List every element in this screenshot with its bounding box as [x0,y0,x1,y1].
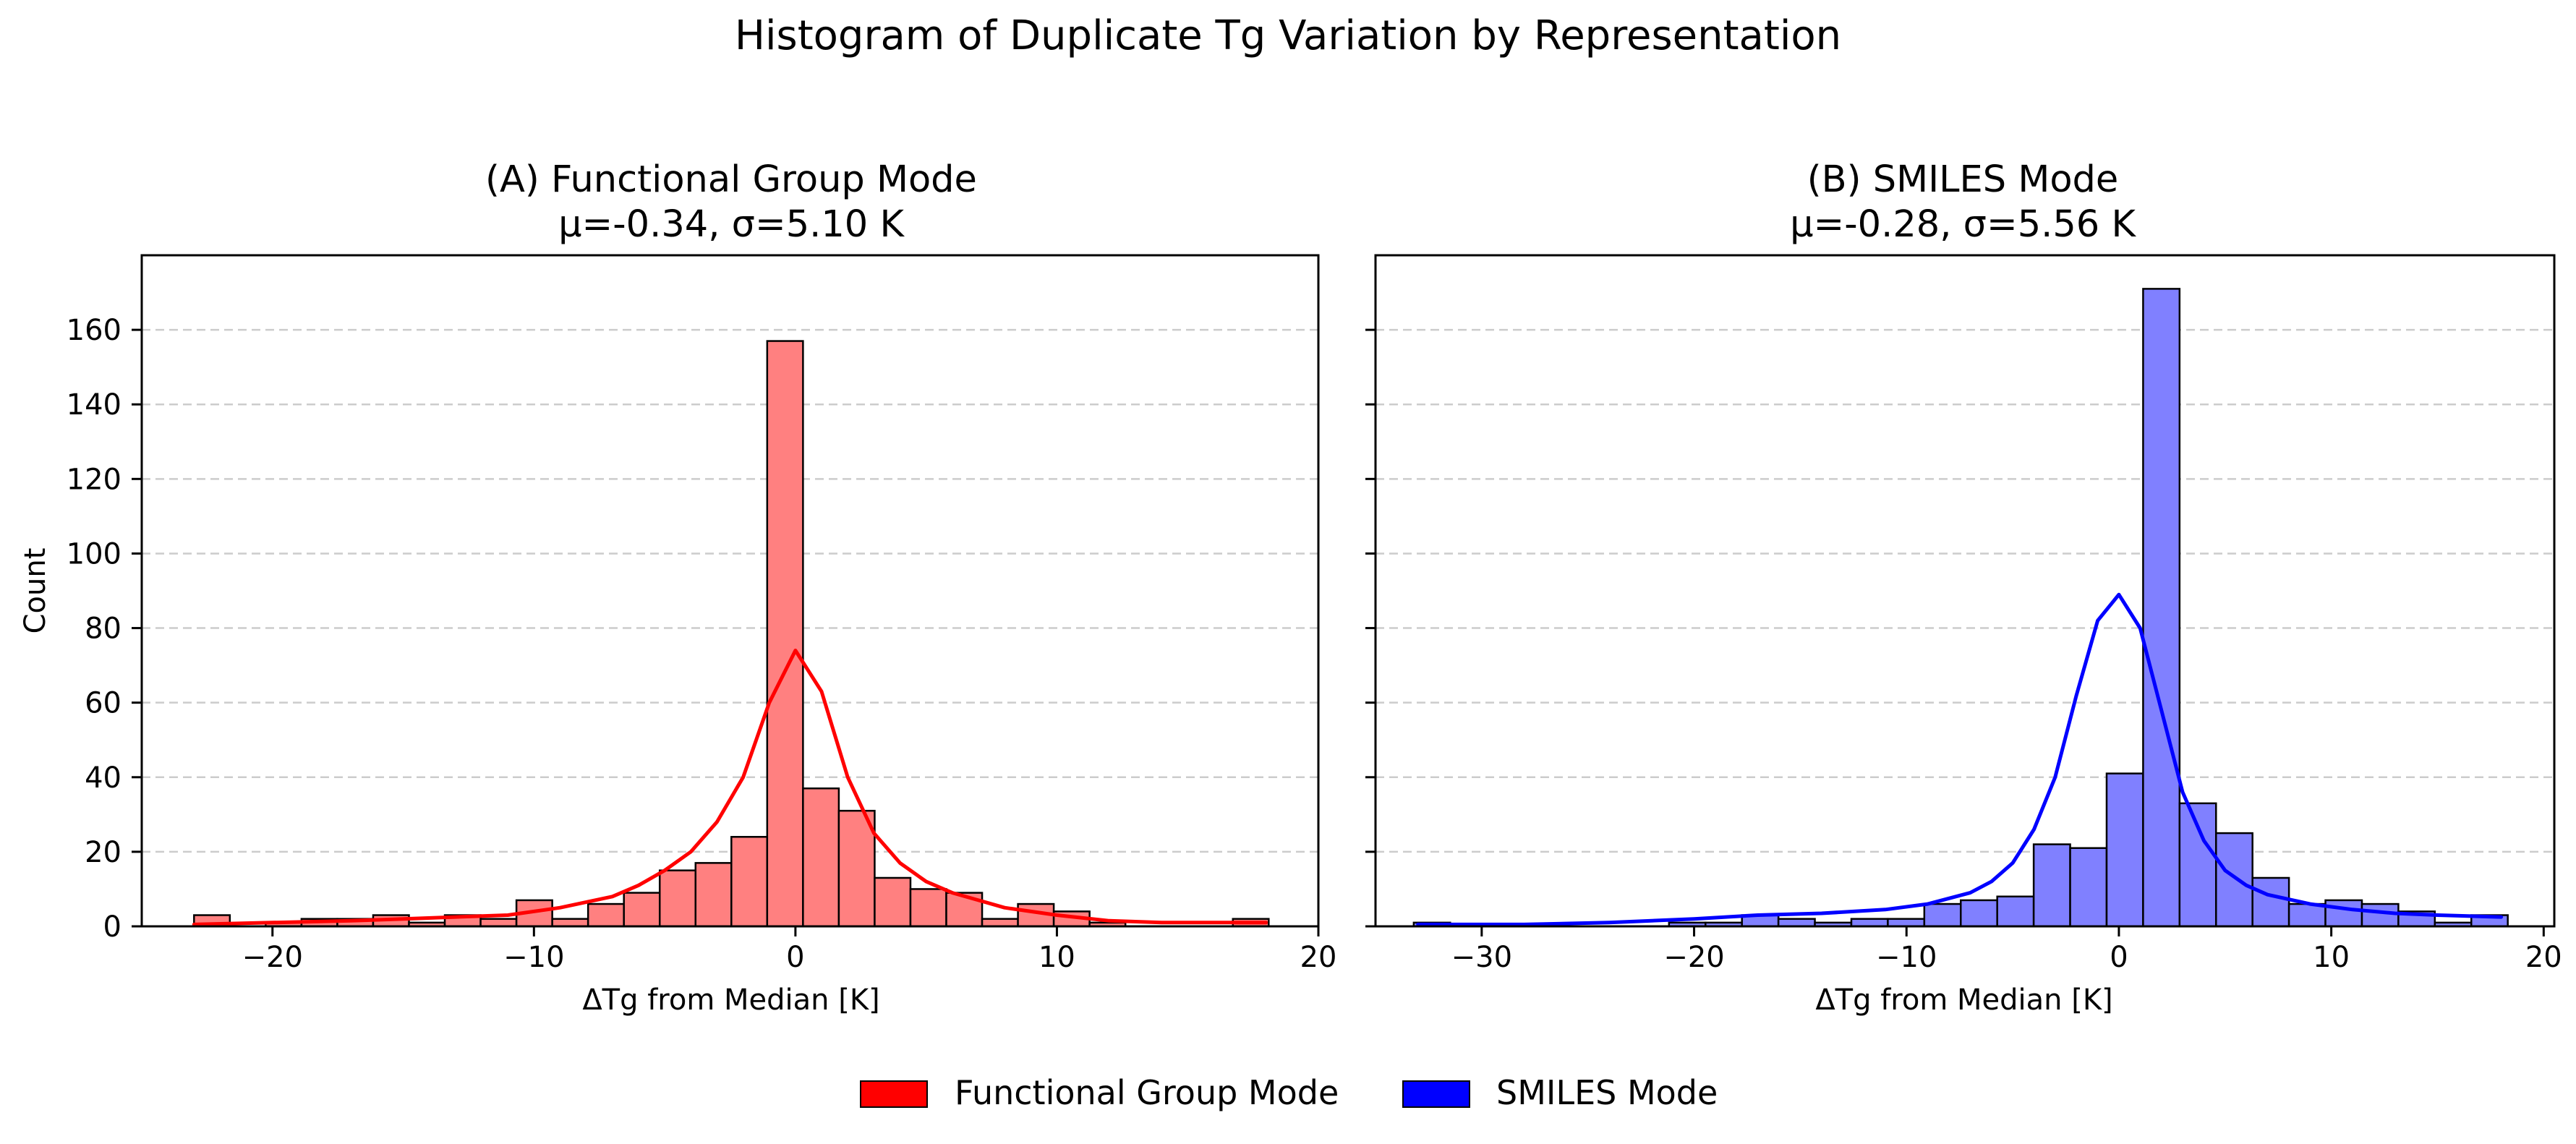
panel-a-frame [140,254,1320,928]
x-tick-label: 10 [2313,941,2350,974]
x-tick-label: 10 [1038,941,1075,974]
y-tick-label: 20 [85,836,121,869]
x-tick-label: −20 [242,941,303,974]
histogram-bar [2287,902,2326,928]
panel-b-yaxis [1365,328,1376,928]
panel-b-gridlines [1376,328,2554,853]
histogram-bar [1850,918,1889,928]
legend-label-smiles: SMILES Mode [1496,1073,1718,1112]
histogram-bar [694,862,733,928]
histogram-bar [766,340,804,928]
y-tick-label: 0 [103,910,121,944]
panel-smiles: (B) SMILES Mode μ=-0.28, σ=5.56 K −30 −20… [1365,158,2562,1017]
y-tick-label: 120 [67,463,121,496]
x-tick-label: −10 [503,941,564,974]
panel-b-frame [1374,254,2556,928]
legend-swatch-smiles [1402,1080,1470,1108]
panel-functional-group: (A) Functional Group Mode μ=-0.34, σ=5.1… [19,158,1336,1017]
histogram-bar [1777,918,1816,928]
x-tick-label: 20 [2525,941,2562,974]
histogram-bar [658,869,697,928]
panel-a-subtitle: μ=-0.34, σ=5.10 K [558,203,905,246]
histogram-bar [2215,832,2253,928]
legend-swatch-functional-group [860,1080,928,1108]
y-tick-label: 40 [85,761,121,795]
x-tick-label: 20 [1300,941,1337,974]
legend: Functional Group Mode SMILES Mode [860,1073,1718,1112]
panel-b-title: (B) SMILES Mode [1807,158,2119,201]
kde-curve [192,649,1268,926]
panel-b-xlabel: ΔTg from Median [K] [1815,983,2112,1017]
legend-label-functional-group: Functional Group Mode [955,1073,1339,1112]
histogram-bar [1887,918,1926,928]
y-tick-label: 60 [85,687,121,720]
panel-b-subtitle: μ=-0.28, σ=5.56 K [1790,203,2136,246]
panel-b-xaxis: −30 −20 −10 0 10 20 [1451,926,2562,974]
x-tick-label: 0 [2110,941,2128,974]
x-tick-label: 0 [786,941,804,974]
histogram-bar [2105,772,2144,928]
histogram-bar [587,902,625,928]
histogram-bar [2178,802,2217,928]
histogram-bar [551,918,589,928]
histogram-bar [1996,895,2035,928]
histogram-bar [874,876,912,928]
figure-suptitle: Histogram of Duplicate Tg Variation by R… [735,12,1841,59]
panel-a-yaxis: 0 20 40 60 80 100 120 140 160 [67,314,142,944]
histogram-bar [945,892,984,928]
histogram-bar [2142,288,2181,928]
histogram-bar [623,892,661,928]
x-tick-label: −20 [1663,941,1724,974]
panel-a-gridlines [142,328,1318,853]
histogram-bar [2360,902,2400,928]
panel-a-xaxis: −20 −10 0 10 20 [242,926,1337,974]
histogram-bar [802,787,840,928]
y-tick-label: 80 [85,612,121,646]
panel-a-title: (A) Functional Group Mode [485,158,977,201]
panel-a-kde [192,649,1268,926]
kde-curve [1416,592,2504,926]
histogram-bar [2324,899,2363,928]
histogram-bar [2069,847,2108,928]
y-tick-label: 100 [67,537,121,571]
histogram-bar [1960,899,1998,928]
x-tick-label: −10 [1876,941,1937,974]
histogram-bar [2251,876,2290,928]
panel-b-kde [1416,592,2504,926]
histogram-bar [981,918,1019,928]
histogram-bar [2032,843,2071,928]
histogram-bar [1923,902,1962,928]
x-tick-label: −30 [1451,941,1512,974]
panel-a-ylabel: Count [19,548,52,634]
histogram-bar [479,918,518,928]
histogram-bar [837,809,876,928]
histogram-bar [909,888,947,928]
y-tick-label: 160 [67,314,121,347]
panel-a-xlabel: ΔTg from Median [K] [582,983,879,1017]
histogram-bar [730,836,769,928]
y-tick-label: 140 [67,388,121,422]
